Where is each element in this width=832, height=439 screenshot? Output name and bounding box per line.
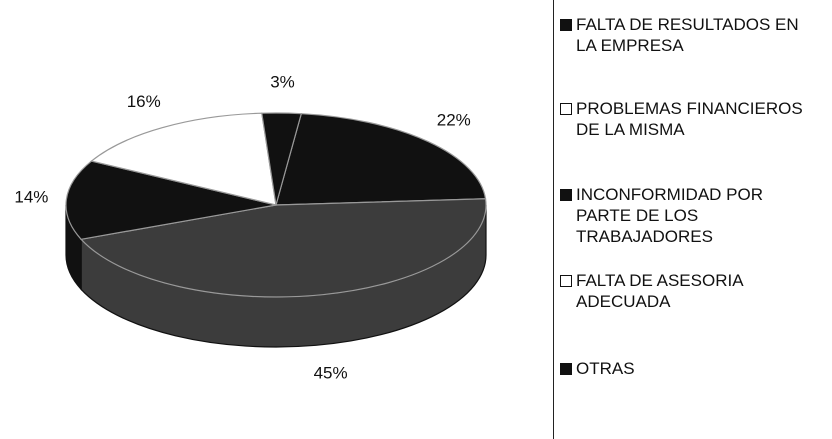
legend-border <box>553 0 554 439</box>
pie-area: 22% 45% 14% 16% 3% <box>14 73 487 382</box>
data-label: 14% <box>14 187 48 206</box>
data-label: 45% <box>314 363 348 382</box>
pie-slice <box>79 198 487 298</box>
legend-item: FALTA DE RESULTADOS EN LA EMPRESA <box>560 14 822 56</box>
legend-item: INCONFORMIDAD POR PARTE DE LOS TRABAJADO… <box>560 184 822 247</box>
pie-slice <box>65 160 277 240</box>
data-label: 3% <box>270 73 295 92</box>
legend-swatch <box>560 189 572 201</box>
legend-label: OTRAS <box>576 359 635 378</box>
data-label: 22% <box>437 111 471 130</box>
legend-swatch <box>560 275 572 287</box>
legend-label: FALTA DE RESULTADOS EN LA EMPRESA <box>576 15 799 55</box>
legend-label: PROBLEMAS FINANCIEROS DE LA MISMA <box>576 99 803 139</box>
legend-item: PROBLEMAS FINANCIEROS DE LA MISMA <box>560 98 822 140</box>
legend-swatch <box>560 19 572 31</box>
legend-label: INCONFORMIDAD POR PARTE DE LOS TRABAJADO… <box>576 185 763 246</box>
legend-label: FALTA DE ASESORIA ADECUADA <box>576 271 743 311</box>
legend-item: FALTA DE ASESORIA ADECUADA <box>560 270 822 312</box>
pie-slice <box>261 112 303 206</box>
legend-swatch <box>560 103 572 115</box>
pie-slice <box>275 113 487 206</box>
data-label: 16% <box>127 92 161 111</box>
pie-slice <box>90 112 277 206</box>
legend-swatch <box>560 363 572 375</box>
legend-item: OTRAS <box>560 358 822 379</box>
